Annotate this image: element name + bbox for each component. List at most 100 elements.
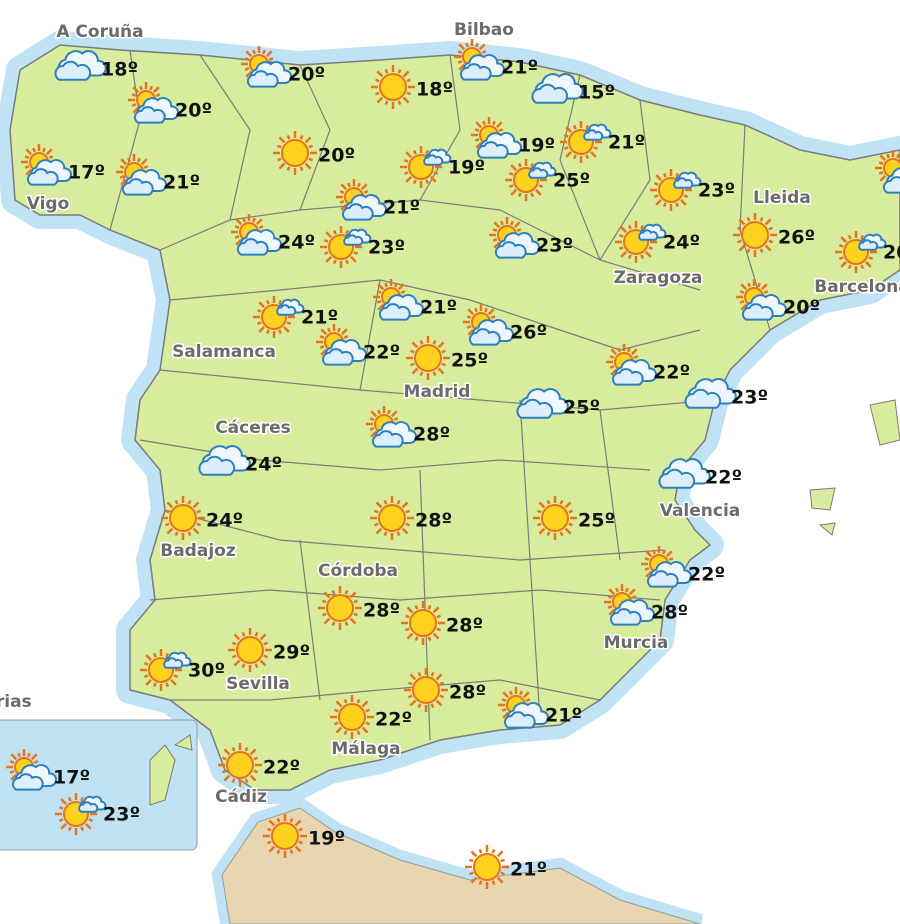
sun-disc	[378, 504, 406, 532]
sun-disc	[338, 703, 366, 731]
africa-land	[221, 807, 701, 924]
temperature: 28º	[413, 424, 450, 446]
city-label: Barcelona	[814, 277, 900, 297]
city-label: Canarias	[0, 692, 32, 712]
weather-icon	[370, 496, 414, 540]
cloud-front	[684, 388, 722, 409]
weather-icon	[516, 388, 569, 419]
balearic-islands	[809, 399, 900, 536]
cloud-front	[528, 167, 549, 179]
cloud-front	[611, 368, 644, 386]
sun-disc	[271, 822, 299, 850]
temperature: 28º	[651, 602, 688, 624]
weather-icon	[658, 458, 711, 489]
sun-disc	[473, 853, 501, 881]
weather-icon	[400, 146, 452, 188]
cloud-front	[423, 154, 444, 166]
weather-icon	[736, 279, 788, 321]
temperature: 20º	[318, 145, 355, 167]
temperature: 20º	[783, 297, 820, 319]
temperature: 23º	[536, 235, 573, 257]
weather-icon	[336, 179, 388, 221]
sun-rays	[406, 336, 450, 380]
sun-rays	[273, 131, 317, 175]
temperature: 17º	[53, 767, 90, 789]
weather-icon	[401, 601, 445, 645]
weather-icon	[320, 226, 372, 268]
weather-icon	[560, 121, 612, 163]
temperature: 24º	[245, 454, 282, 476]
weather-icon	[318, 586, 362, 630]
temperature: 21º	[608, 132, 645, 154]
cloud-front	[531, 83, 569, 104]
weather-icon	[161, 496, 205, 540]
temperature: 22º	[705, 467, 742, 489]
cloud-front	[638, 229, 659, 241]
temperature: 21º	[163, 172, 200, 194]
cloud-front	[673, 177, 694, 189]
temperature: 23º	[103, 804, 140, 826]
sun-rays	[318, 586, 362, 630]
temperature: 28º	[446, 615, 483, 637]
temperature: 15º	[578, 82, 615, 104]
cloud-front	[459, 63, 492, 81]
temperature: 24º	[206, 510, 243, 532]
weather-icon	[684, 378, 737, 409]
weather-icon	[615, 221, 667, 263]
temperature: 22º	[688, 564, 725, 586]
city-label: Zaragoza	[614, 268, 703, 288]
temperature: 28º	[415, 510, 452, 532]
weather-icon	[505, 159, 557, 201]
sun-rays	[404, 668, 448, 712]
temperature: 20º	[175, 100, 212, 122]
weather-icon	[489, 217, 541, 259]
sun-disc	[281, 139, 309, 167]
weather-icon	[228, 628, 272, 672]
weather-icon	[330, 695, 374, 739]
city-label: Badajoz	[160, 541, 236, 561]
city-label: Lleida	[753, 188, 811, 208]
city-label: Sevilla	[226, 674, 290, 694]
temperature: 18º	[101, 59, 138, 81]
sun-disc	[326, 594, 354, 622]
city-label: Vigo	[27, 194, 70, 214]
city-label: Málaga	[331, 739, 400, 759]
weather-icon	[241, 46, 293, 88]
weather-icon	[463, 304, 515, 346]
weather-icon	[54, 50, 107, 81]
sun-rays	[330, 695, 374, 739]
city-label: A Coruña	[56, 22, 143, 42]
weather-icon	[454, 39, 506, 81]
weather-icon-partial	[875, 150, 900, 194]
weather-icon	[465, 845, 509, 889]
temperature: 25º	[578, 510, 615, 532]
temperature: 19º	[448, 157, 485, 179]
sun-rays	[733, 213, 777, 257]
weather-icon	[404, 668, 448, 712]
weather-icon	[406, 336, 450, 380]
sun-disc	[541, 504, 569, 532]
sun-rays	[371, 65, 415, 109]
temperature: 22º	[263, 757, 300, 779]
cloud-front	[133, 106, 166, 124]
temperature: 26º	[778, 227, 815, 249]
city-label: Valencia	[660, 501, 741, 521]
cloud-front	[54, 60, 92, 81]
sun-rays	[465, 845, 509, 889]
city-label: Madrid	[404, 382, 471, 402]
sun-rays	[218, 743, 262, 787]
cloud-front	[343, 234, 364, 246]
weather-icon	[316, 324, 368, 366]
sun-disc	[169, 504, 197, 532]
cloud-front	[516, 398, 554, 419]
sun-disc	[226, 751, 254, 779]
temperature: 30º	[188, 660, 225, 682]
temperature: 17º	[68, 162, 105, 184]
weather-icon	[533, 496, 577, 540]
weather-icon	[366, 406, 418, 448]
temperature: 18º	[416, 79, 453, 101]
temperature: 22º	[363, 342, 400, 364]
cloud-front	[26, 168, 59, 186]
cloud-front	[163, 657, 184, 669]
weather-icon	[471, 117, 523, 159]
